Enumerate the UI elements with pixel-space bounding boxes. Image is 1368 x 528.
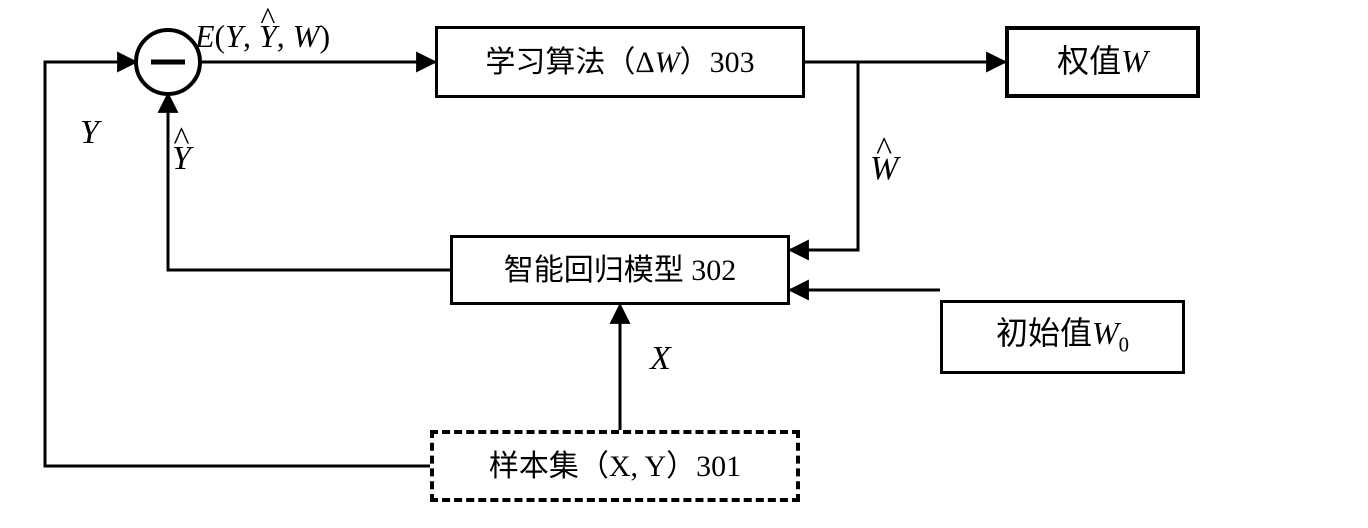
learn-label: 学习算法（ΔW）303 bbox=[485, 46, 754, 79]
summing-junction bbox=[136, 30, 200, 94]
label_Yhat: ^Y bbox=[172, 140, 191, 178]
label_Yhat-text: ^Y bbox=[172, 140, 191, 177]
model-to-sum bbox=[168, 94, 450, 270]
label_X: X bbox=[650, 340, 671, 378]
error_label: E(Y, ^Y, W) bbox=[195, 18, 330, 55]
label_What: ^W bbox=[870, 150, 898, 188]
label_Y: Y bbox=[80, 114, 99, 152]
samples-Y-to-sum bbox=[45, 62, 430, 466]
model-box: 智能回归模型 302 bbox=[450, 235, 790, 305]
label_X-text: X bbox=[650, 340, 671, 377]
label_What-text: ^W bbox=[870, 150, 898, 187]
init-label: 初始值W0 bbox=[996, 316, 1129, 357]
label_Y-text: Y bbox=[80, 114, 99, 151]
weights-box: 权值W bbox=[1005, 26, 1200, 98]
weights-label: 权值W bbox=[1057, 44, 1148, 79]
samples-label: 样本集（X, Y）301 bbox=[489, 450, 741, 483]
model-label: 智能回归模型 302 bbox=[504, 254, 737, 287]
learn-box: 学习算法（ΔW）303 bbox=[435, 26, 805, 98]
init-box: 初始值W0 bbox=[940, 300, 1185, 374]
samples-box: 样本集（X, Y）301 bbox=[430, 430, 800, 502]
error_label-text: E(Y, ^Y, W) bbox=[195, 18, 330, 54]
